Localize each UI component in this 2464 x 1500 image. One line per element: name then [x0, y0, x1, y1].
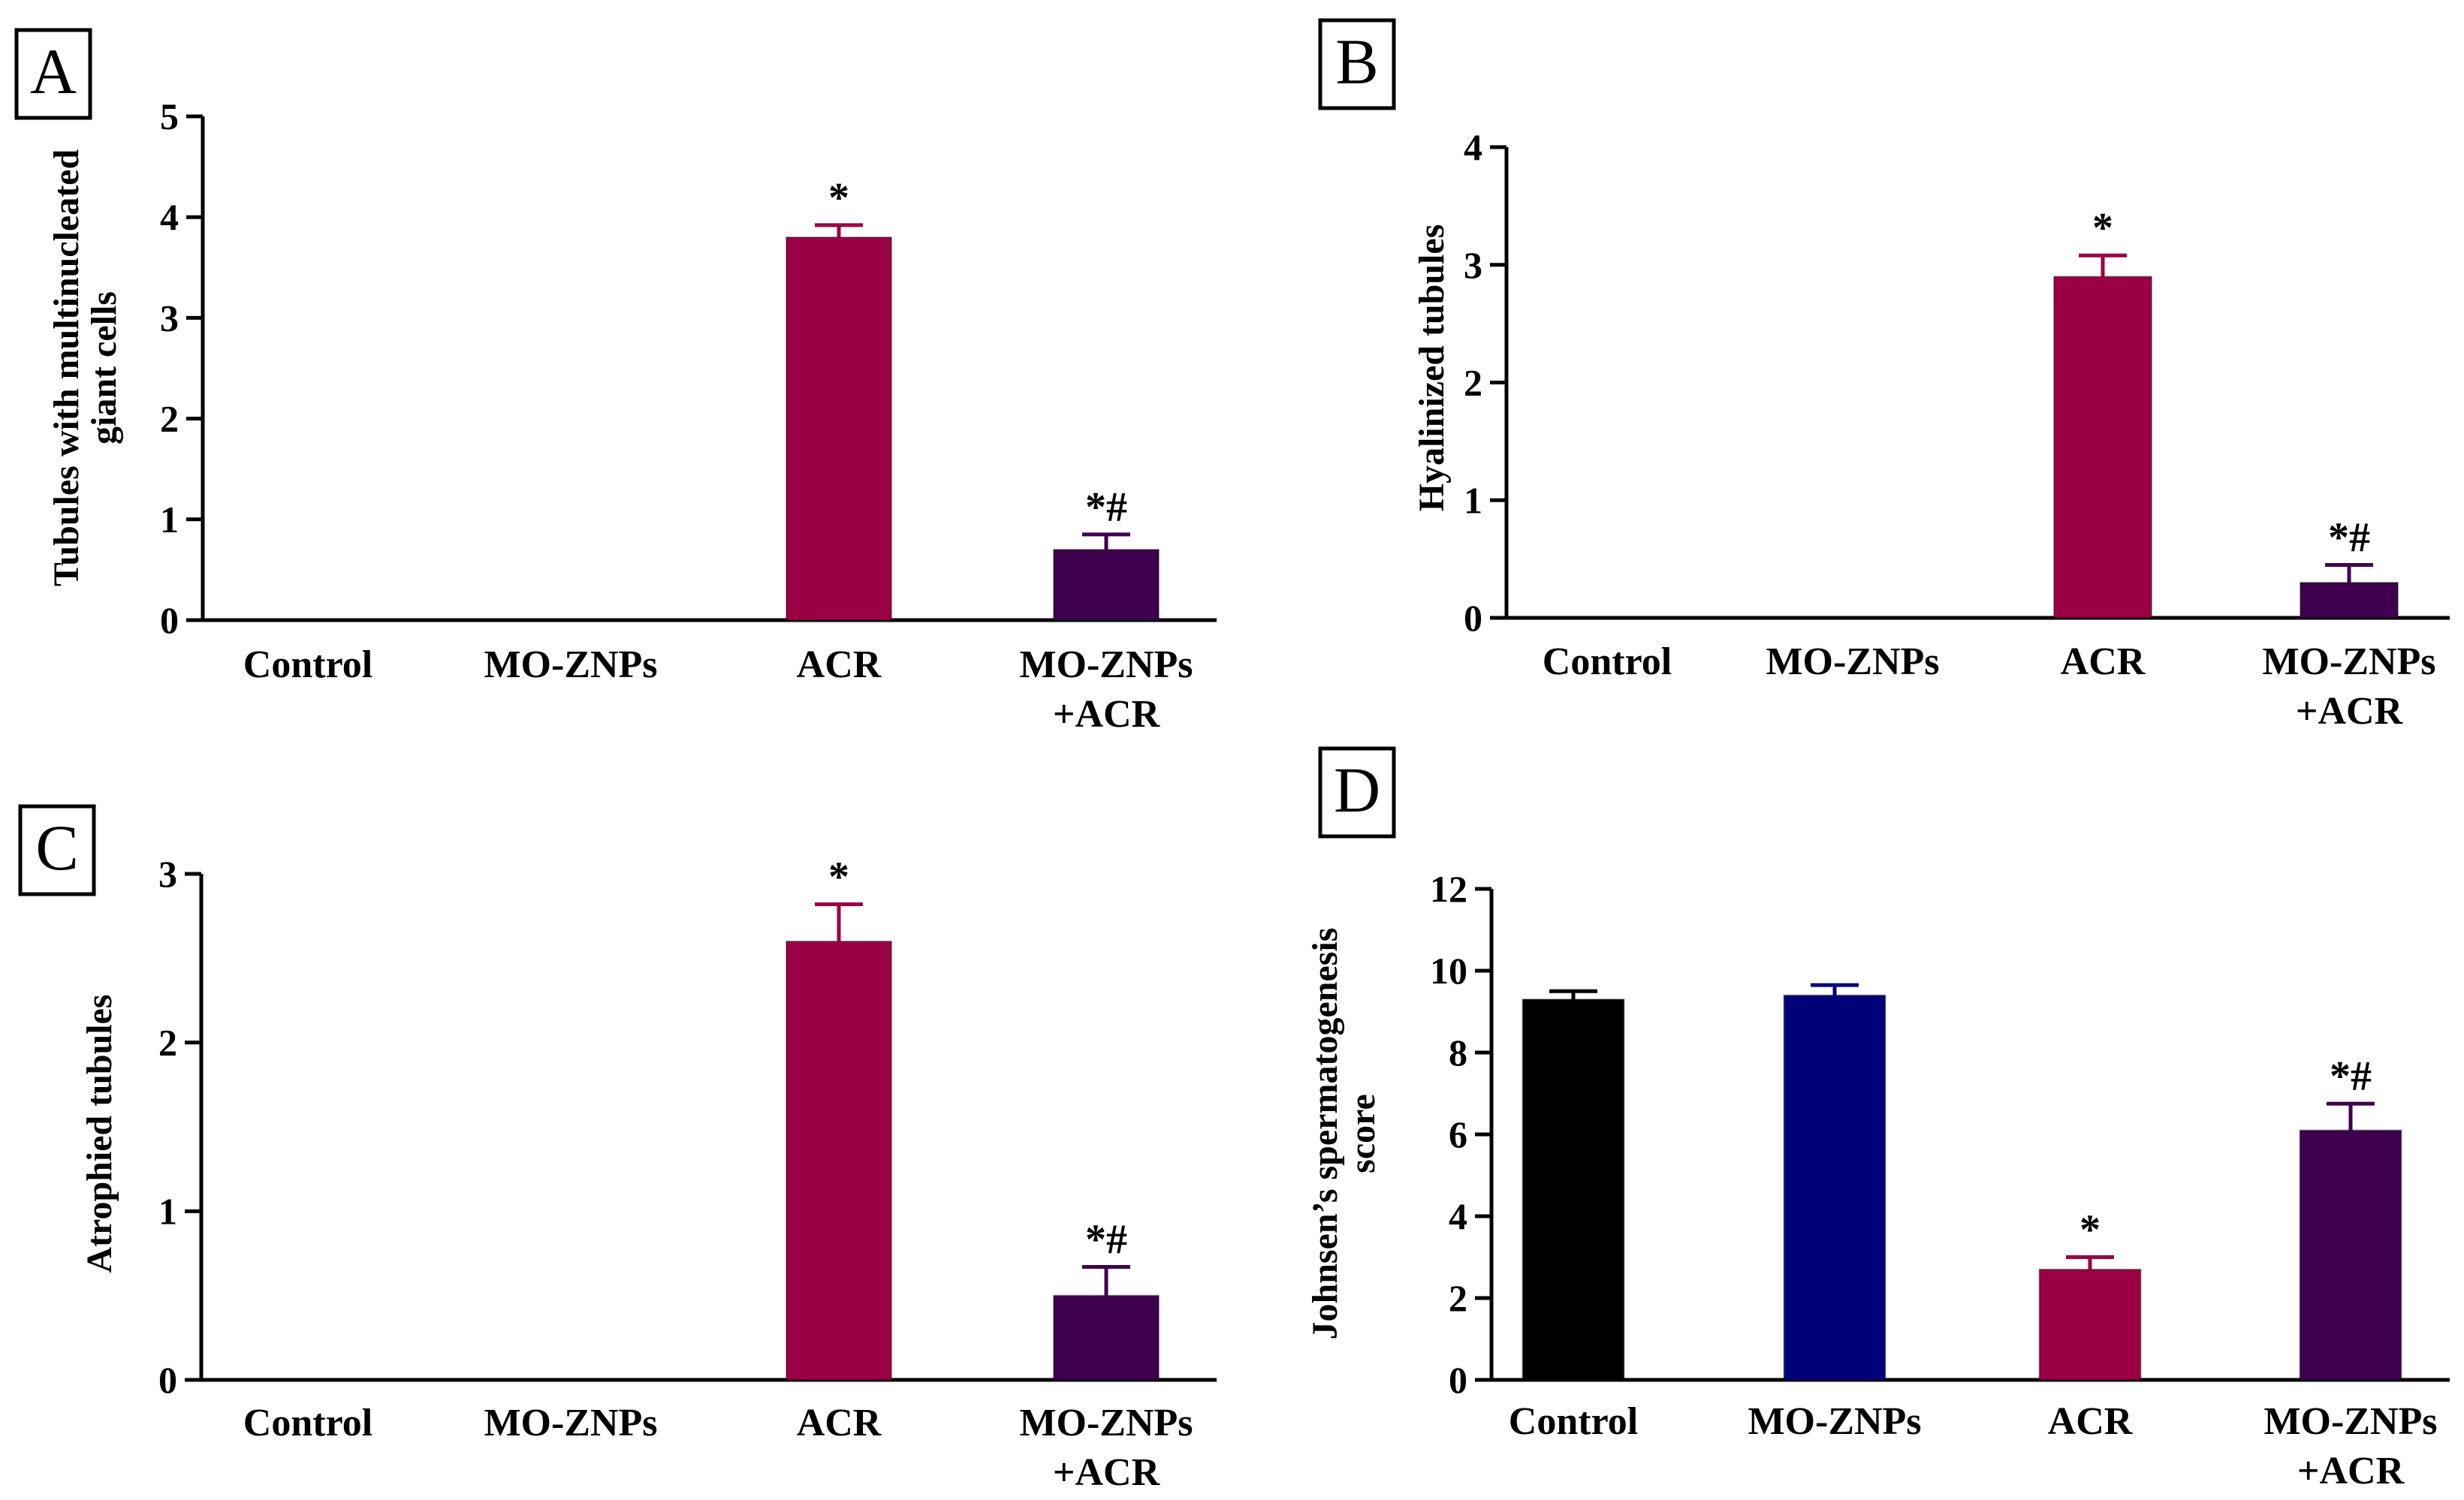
y-tick-label: 0 [1464, 597, 1482, 639]
y-axis-label-line: giant cells [84, 291, 124, 444]
y-tick-label: 6 [1449, 1113, 1467, 1155]
y-tick-label: 10 [1430, 950, 1467, 992]
x-tick-label-line: MO-ZNPs [1019, 643, 1193, 686]
y-tick-label: 1 [1464, 479, 1482, 521]
panel-letter: C [35, 812, 78, 884]
panel-letter-box [14, 28, 92, 120]
x-tick-label-line: Control [1543, 640, 1672, 683]
y-axis-label: Tubules with multinucleatedgiant cells [47, 149, 124, 587]
panel-letter-box [1318, 746, 1396, 839]
x-tick-label-line: ACR [797, 1402, 882, 1444]
y-axis-label-line: Atrophied tubules [80, 994, 119, 1273]
x-tick-label-line: Control [243, 643, 372, 686]
panel-b: B 0 1 2 3 4 Hyalinized tubules Control MO-ZNPs * A… [1318, 18, 2450, 733]
x-tick-label-line: MO-ZNPs [484, 1402, 657, 1444]
y-axis-label: Atrophied tubules [80, 994, 119, 1273]
x-tick-label: Control [243, 643, 372, 686]
bar [786, 941, 891, 1380]
significance-label: * [2079, 1207, 2101, 1254]
bar [2300, 582, 2398, 618]
significance-label: *# [2330, 1053, 2372, 1100]
x-tick-label: ACR [2048, 1400, 2134, 1443]
x-tick-label: MO-ZNPs +ACR [1019, 643, 1193, 736]
y-tick-label: 2 [1464, 362, 1482, 404]
panel-letter-box [1318, 18, 1396, 110]
x-tick-label-line: ACR [2061, 640, 2146, 683]
bar [2039, 1269, 2141, 1380]
x-tick-label-line: +ACR [2297, 1450, 2405, 1492]
y-axis-label-line: score [1343, 1094, 1383, 1173]
y-tick-label: 4 [160, 196, 179, 238]
panel-a: A 0 1 2 3 4 5 Tubules with multinucleatedgiant … [14, 28, 1217, 736]
panel-d: D 0 2 4 6 8 10 12 Johnsen’s spermatogenesisscore… [1305, 746, 2450, 1492]
significance-label: *# [1085, 484, 1127, 531]
bar [2300, 1130, 2402, 1380]
x-tick-label-line: ACR [2048, 1400, 2134, 1443]
y-tick-label: 0 [158, 1359, 177, 1401]
x-tick-label-line: MO-ZNPs [2263, 1400, 2437, 1443]
y-tick-label: 4 [1464, 126, 1482, 168]
y-tick-label: 1 [158, 1190, 177, 1232]
x-tick-label: MO-ZNPs [1748, 1400, 1921, 1443]
y-tick-label: 3 [1464, 244, 1482, 286]
y-tick-label: 1 [160, 498, 179, 541]
y-axis-label-line: Tubules with multinucleated [47, 149, 86, 587]
y-tick-label: 0 [160, 599, 179, 641]
x-tick-label: ACR [797, 643, 882, 686]
x-tick-label: MO-ZNPs +ACR [2262, 640, 2435, 733]
x-tick-label-line: MO-ZNPs [1748, 1400, 1921, 1443]
x-tick-label: MO-ZNPs [1766, 640, 1939, 683]
y-tick-label: 5 [160, 95, 179, 137]
panel-letter: D [1334, 754, 1380, 826]
panel-letter: B [1335, 26, 1378, 98]
bar [1054, 550, 1159, 620]
x-tick-label-line: Control [243, 1402, 372, 1444]
x-tick-label-line: Control [1509, 1400, 1638, 1443]
x-tick-label: MO-ZNPs +ACR [2263, 1400, 2437, 1492]
x-tick-label-line: +ACR [2296, 690, 2404, 733]
x-tick-label: ACR [2061, 640, 2146, 683]
x-tick-label-line: MO-ZNPs [1766, 640, 1939, 683]
significance-label: * [828, 854, 849, 900]
bar [1054, 1295, 1159, 1380]
x-tick-label: Control [243, 1402, 372, 1444]
x-tick-label: MO-ZNPs [484, 1402, 657, 1444]
y-tick-label: 4 [1449, 1195, 1467, 1237]
x-tick-label: Control [1543, 640, 1672, 683]
bar [786, 237, 891, 620]
x-tick-label-line: +ACR [1053, 1451, 1161, 1494]
bar [1784, 995, 1886, 1380]
y-tick-label: 3 [160, 297, 179, 339]
bar [1522, 999, 1624, 1380]
x-tick-label: Control [1509, 1400, 1638, 1443]
y-tick-label: 3 [158, 853, 177, 895]
x-tick-label: MO-ZNPs +ACR [1019, 1402, 1193, 1494]
y-tick-label: 2 [158, 1022, 177, 1064]
panel-letter: A [30, 35, 77, 107]
significance-label: *# [2328, 514, 2370, 561]
panel-letter-box [18, 804, 96, 896]
bar [2054, 276, 2152, 618]
x-tick-label-line: MO-ZNPs [1019, 1402, 1193, 1444]
y-tick-label: 0 [1449, 1359, 1467, 1401]
y-axis-label-line: Johnsen’s spermatogenesis [1305, 928, 1345, 1340]
x-tick-label-line: MO-ZNPs [2262, 640, 2435, 683]
x-tick-label: ACR [797, 1402, 882, 1444]
significance-label: * [828, 175, 849, 221]
x-tick-label-line: +ACR [1053, 693, 1161, 736]
y-tick-label: 8 [1449, 1032, 1467, 1074]
y-tick-label: 2 [160, 398, 179, 440]
significance-label: *# [1085, 1216, 1127, 1263]
panel-c: C 0 1 2 3 Atrophied tubules Control MO-ZNPs * ACR… [18, 804, 1217, 1494]
y-axis-label-line: Hyalinized tubules [1412, 224, 1452, 512]
y-axis-label: Johnsen’s spermatogenesisscore [1305, 928, 1383, 1340]
x-tick-label: MO-ZNPs [484, 643, 657, 686]
x-tick-label-line: ACR [797, 643, 882, 686]
y-tick-label: 2 [1449, 1277, 1467, 1319]
y-axis-label: Hyalinized tubules [1412, 224, 1452, 512]
x-tick-label-line: MO-ZNPs [484, 643, 657, 686]
y-tick-label: 12 [1430, 868, 1467, 910]
significance-label: * [2092, 205, 2113, 252]
